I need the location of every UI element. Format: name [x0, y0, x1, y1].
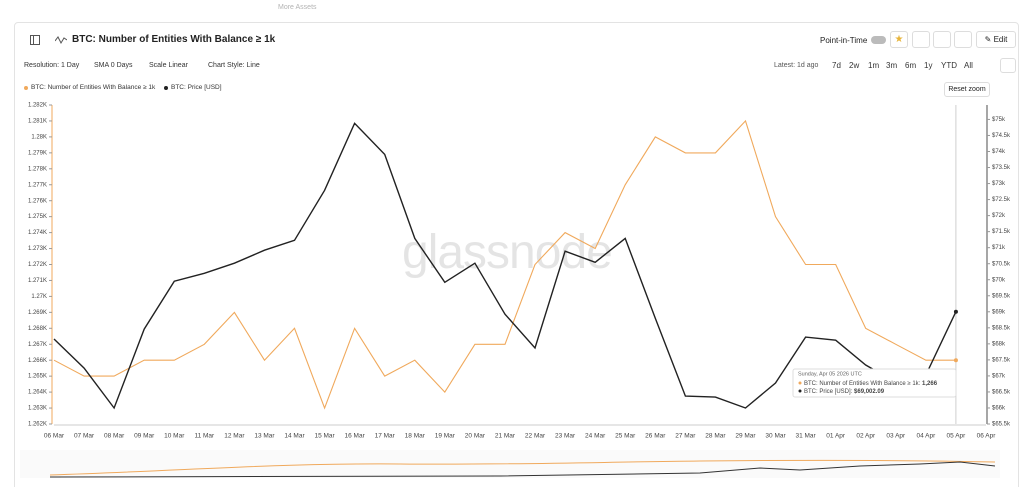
alert-button[interactable] — [912, 31, 930, 48]
edit-label: Edit — [993, 35, 1008, 44]
legend-dot — [24, 86, 28, 90]
copy-button[interactable] — [954, 31, 972, 48]
range-button[interactable]: 7d — [832, 61, 841, 70]
calendar-button[interactable] — [1000, 58, 1016, 73]
asset-bar: More Assets — [0, 0, 1024, 16]
reset-zoom[interactable]: Reset zoom — [944, 82, 990, 97]
sidebar-icon[interactable] — [30, 35, 40, 45]
control[interactable]: Scale Linear — [149, 62, 188, 69]
toggle[interactable] — [871, 36, 886, 44]
legend-label: BTC: Price [USD] — [171, 84, 222, 91]
star-button[interactable]: ★ — [890, 31, 908, 48]
chart-title: BTC: Number of Entities With Balance ≥ 1… — [72, 34, 276, 45]
control[interactable]: Resolution: 1 Day — [24, 62, 80, 69]
edit-button[interactable]: ✎ Edit — [976, 31, 1016, 48]
more-assets[interactable]: More Assets — [278, 4, 317, 11]
range-button[interactable]: 3m — [886, 61, 898, 70]
control[interactable]: SMA 0 Days — [94, 62, 133, 69]
share-button[interactable] — [933, 31, 951, 48]
watermark: glassnode — [402, 226, 613, 279]
range-button[interactable]: YTD — [941, 61, 957, 70]
chart-card — [14, 22, 1019, 487]
range-button[interactable]: 1m — [868, 61, 880, 70]
point-in-time: Point-in-Time — [820, 36, 868, 45]
range-button[interactable]: 2w — [849, 61, 860, 70]
control[interactable]: Chart Style: Line — [208, 62, 260, 69]
range-button[interactable]: All — [964, 61, 973, 70]
latest: Latest: 1d ago — [774, 62, 819, 69]
range-button[interactable]: 1y — [924, 61, 933, 70]
legend-label: BTC: Number of Entities With Balance ≥ 1… — [31, 84, 156, 91]
range-button[interactable]: 6m — [905, 61, 917, 70]
line-icon — [55, 36, 67, 45]
legend-dot — [164, 86, 168, 90]
